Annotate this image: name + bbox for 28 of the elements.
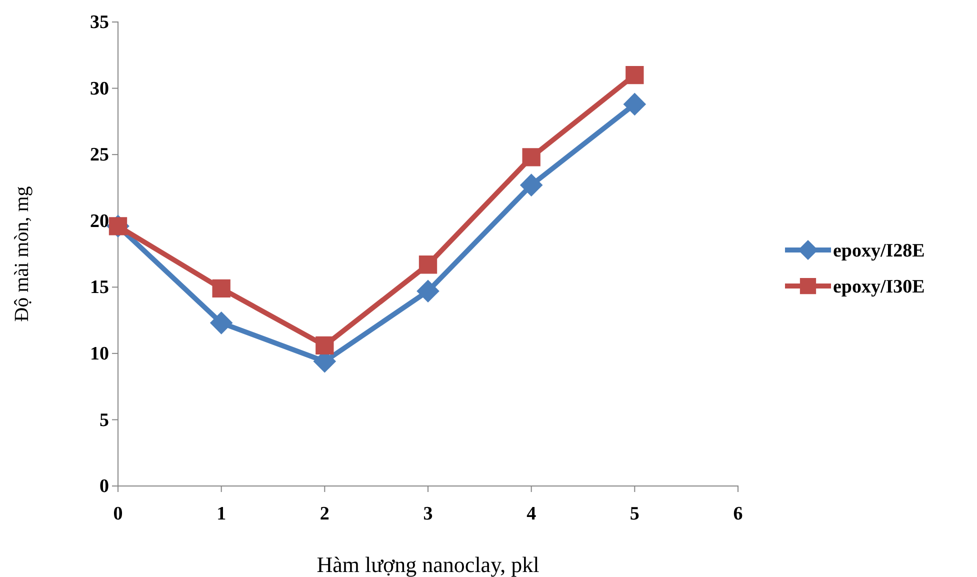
y-tick-label: 25 — [90, 144, 109, 166]
point — [210, 312, 233, 334]
x-tick-label: 4 — [526, 504, 537, 525]
legend-label: epoxy/I28E — [833, 240, 925, 262]
y-tick-label: 20 — [90, 210, 109, 232]
y-tick-label: 10 — [90, 344, 109, 365]
y-tick-label: 15 — [90, 277, 109, 298]
point — [623, 92, 646, 116]
x-axis-title: Hàm lượng nanoclay, pkl — [316, 552, 540, 577]
point — [522, 148, 540, 166]
legend-label: epoxy/I30E — [833, 276, 925, 298]
x-tick-label: 3 — [423, 504, 433, 525]
y-axis-title: Độ mài mòn, mg — [11, 186, 33, 322]
x-tick-label: 0 — [113, 504, 123, 525]
x-tick-label: 1 — [216, 504, 226, 525]
point — [520, 174, 543, 196]
point — [626, 66, 644, 84]
y-tick-label: 5 — [100, 410, 109, 431]
y-tick-label: 35 — [90, 12, 109, 34]
x-tick-label: 2 — [320, 504, 330, 525]
y-tick-label: 30 — [90, 78, 109, 100]
point — [418, 256, 438, 274]
y-tick-label: 0 — [100, 476, 109, 498]
x-tick-label: 5 — [630, 504, 640, 525]
point — [316, 336, 334, 355]
point — [212, 279, 230, 298]
point — [416, 280, 440, 303]
x-tick-label: 6 — [733, 504, 743, 525]
